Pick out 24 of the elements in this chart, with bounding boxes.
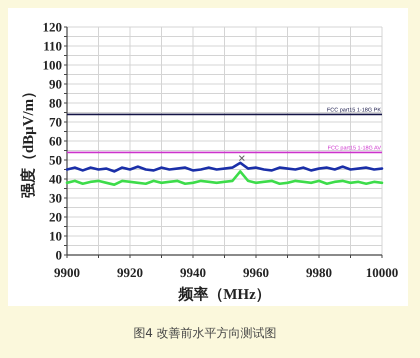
- x-tick-label: 9940: [180, 265, 206, 280]
- y-tick-label: 30: [49, 190, 62, 206]
- y-tick-label: 60: [49, 134, 62, 148]
- x-tick-label: 9980: [306, 265, 332, 280]
- y-tick-label: 40: [49, 172, 62, 186]
- caption: 图4 改善前水平方向测试图: [133, 326, 277, 340]
- y-tick-label: 20: [49, 210, 62, 224]
- x-axis-title: 频率（MHz）: [177, 285, 271, 303]
- y-axis-title: 强度（dBμV/m）: [19, 84, 37, 198]
- line-series: [66, 170, 384, 186]
- x-tick-label: 9900: [54, 265, 80, 280]
- y-tick-label: 80: [49, 96, 62, 110]
- y-tick-label: 0: [56, 248, 62, 262]
- x-tick-label: 10000: [366, 265, 398, 280]
- line-series: [66, 162, 384, 173]
- y-tick-label: 90: [49, 76, 62, 92]
- y-tick-label: 10: [49, 228, 62, 244]
- y-tick-label: 70: [49, 114, 62, 130]
- y-tick-label: 50: [49, 152, 62, 168]
- y-tick-label: 100: [42, 58, 62, 72]
- y-tick-label: 120: [42, 20, 62, 34]
- x-tick-label: 9960: [243, 265, 269, 280]
- y-tick-label: 110: [43, 38, 62, 54]
- x-tick-label: 9920: [117, 265, 143, 280]
